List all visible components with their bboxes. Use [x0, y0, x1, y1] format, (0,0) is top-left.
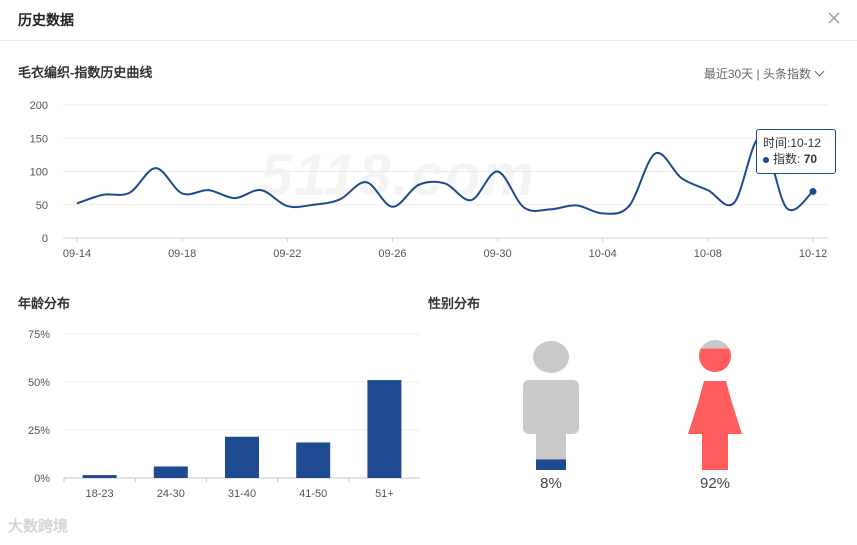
age-chart-title: 年龄分布: [18, 296, 71, 311]
male-percentage: 8%: [540, 475, 562, 492]
x-tick-label: 10-04: [589, 248, 617, 260]
x-tick-label: 10-08: [694, 248, 722, 260]
x-tick-label: 09-30: [484, 248, 512, 260]
y-tick-label: 100: [30, 167, 48, 179]
x-tick-label: 09-14: [63, 248, 91, 260]
x-tick-label: 51+: [375, 488, 394, 500]
bar: [367, 380, 402, 478]
x-tick-label: 09-18: [168, 248, 196, 260]
x-tick-label: 41-50: [299, 488, 327, 500]
age-bar-chart: 0% 25% 50% 75% 18-23 24-30 31-40 41-50 51+: [28, 329, 420, 500]
y-tick-label: 50: [36, 200, 48, 212]
y-tick-label: 150: [30, 133, 48, 145]
chart-tooltip: 时间:10-12 指数: 70: [756, 129, 836, 174]
x-tick-label: 09-22: [273, 248, 301, 260]
female-percentage: 92%: [699, 475, 731, 492]
y-tick-label: 75%: [28, 329, 50, 341]
close-icon[interactable]: [825, 9, 843, 27]
modal-title: 历史数据: [18, 12, 74, 28]
brand-watermark: 大数跨境: [8, 518, 69, 535]
y-tick-label: 25%: [28, 425, 50, 437]
x-tick-label: 31-40: [228, 488, 256, 500]
y-tick-label: 0: [42, 233, 48, 245]
female-figure-icon: [688, 340, 742, 470]
tooltip-time: 时间:10-12: [763, 136, 822, 150]
x-tick-label: 09-26: [378, 248, 406, 260]
male-figure-icon: [523, 341, 579, 470]
x-tick-label: 10-12: [799, 248, 827, 260]
x-tick-label: 18-23: [86, 488, 114, 500]
bar: [296, 442, 331, 478]
bar: [153, 466, 188, 478]
range-selector-label: 最近30天 | 头条指数: [703, 67, 811, 81]
trend-line-chart: 0 50 100 150 200 09-14 09-18 09-22 09-26 09-30 10-…: [30, 100, 828, 260]
tooltip-index-value: 70: [803, 152, 818, 166]
bar: [82, 475, 117, 478]
series-dot-icon: [763, 156, 769, 163]
modal-header: 历史数据: [0, 0, 857, 41]
bar: [225, 436, 259, 478]
tooltip-index-label: 指数:: [773, 152, 801, 166]
y-tick-label: 200: [30, 100, 48, 112]
x-tick-label: 24-30: [157, 488, 185, 500]
series-line: [76, 135, 814, 215]
chevron-down-icon: [814, 66, 825, 77]
trend-chart-title: 毛衣编织-指数历史曲线: [18, 65, 153, 80]
range-selector[interactable]: 最近30天 | 头条指数: [703, 65, 825, 82]
data-point: [809, 187, 817, 195]
gender-chart-title: 性别分布: [428, 296, 481, 311]
watermark: 5118.com: [260, 143, 537, 208]
y-tick-label: 50%: [28, 377, 50, 389]
y-tick-label: 0%: [34, 473, 50, 485]
